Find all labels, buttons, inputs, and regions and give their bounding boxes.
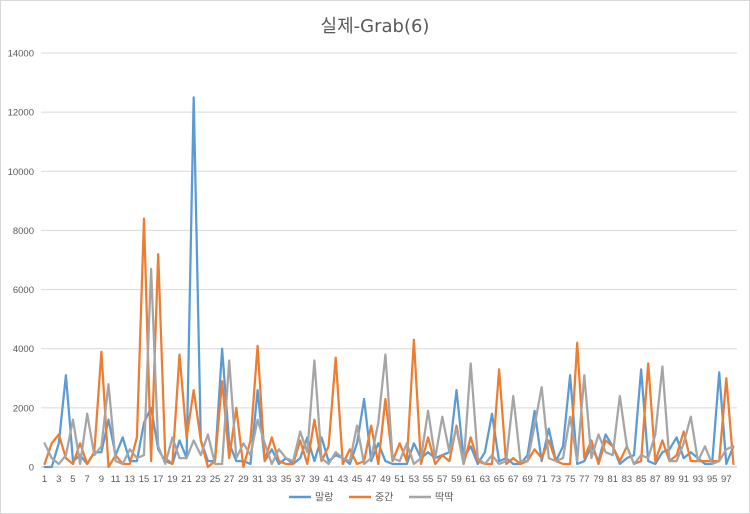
y-tick-label: 12000 [8, 108, 34, 119]
x-tick-label: 57 [437, 474, 448, 485]
x-tick-label: 3 [56, 474, 61, 485]
y-tick-label: 14000 [8, 49, 34, 60]
x-tick-label: 5 [70, 474, 75, 485]
x-tick-label: 39 [309, 474, 320, 485]
x-tick-label: 1 [42, 474, 47, 485]
y-tick-label: 10000 [8, 167, 34, 178]
x-tick-label: 51 [394, 474, 405, 485]
legend-label: 말랑 [315, 492, 333, 504]
x-tick-label: 79 [593, 474, 604, 485]
x-tick-label: 47 [366, 474, 377, 485]
legend-label: 딱딱 [435, 492, 453, 504]
x-tick-label: 49 [380, 474, 391, 485]
legend-label: 중간 [375, 492, 393, 504]
legend: 말랑 중간 딱딱 [289, 492, 453, 504]
x-tick-label: 89 [664, 474, 675, 485]
x-tick-label: 81 [607, 474, 618, 485]
x-tick-label: 27 [224, 474, 235, 485]
x-tick-label: 25 [210, 474, 221, 485]
x-tick-label: 63 [480, 474, 491, 485]
y-tick-label: 2000 [13, 403, 34, 414]
x-tick-label: 31 [252, 474, 263, 485]
x-tick-label: 33 [267, 474, 278, 485]
x-tick-label: 87 [650, 474, 661, 485]
x-tick-label: 97 [721, 474, 732, 485]
x-tick-label: 13 [124, 474, 135, 485]
x-tick-label: 65 [494, 474, 505, 485]
x-tick-label: 23 [196, 474, 207, 485]
x-tick-label: 53 [409, 474, 420, 485]
x-tick-label: 75 [565, 474, 576, 485]
x-axis: 1 3 5 7 9 11 13 15 17 19 21 23 25 27 29 31 33 35 37 39 41 43 4… [42, 474, 732, 485]
x-tick-label: 29 [238, 474, 249, 485]
x-tick-label: 67 [508, 474, 519, 485]
x-tick-label: 59 [451, 474, 462, 485]
x-tick-label: 41 [323, 474, 334, 485]
series-lines [43, 96, 735, 469]
y-axis: 0 2000 4000 6000 8000 10000 12000 14000 [8, 49, 34, 474]
x-tick-label: 83 [622, 474, 633, 485]
x-tick-label: 73 [551, 474, 562, 485]
x-tick-label: 21 [181, 474, 192, 485]
x-tick-label: 7 [85, 474, 90, 485]
x-tick-label: 71 [536, 474, 547, 485]
chart-title: 실제-Grab(6) [321, 16, 430, 37]
x-tick-label: 69 [522, 474, 533, 485]
x-tick-label: 15 [139, 474, 150, 485]
x-tick-label: 43 [338, 474, 349, 485]
x-tick-label: 95 [707, 474, 718, 485]
x-tick-label: 19 [167, 474, 178, 485]
y-tick-label: 0 [29, 463, 34, 474]
y-tick-label: 6000 [13, 285, 34, 296]
x-tick-label: 85 [636, 474, 647, 485]
y-tick-label: 4000 [13, 344, 34, 355]
x-tick-label: 9 [99, 474, 104, 485]
x-tick-label: 11 [111, 474, 121, 485]
series-line [43, 217, 735, 469]
x-tick-label: 55 [423, 474, 434, 485]
x-tick-label: 45 [352, 474, 363, 485]
x-tick-label: 93 [693, 474, 704, 485]
x-tick-label: 61 [465, 474, 476, 485]
series-line [43, 267, 735, 466]
y-tick-label: 8000 [13, 226, 34, 237]
x-tick-label: 37 [295, 474, 306, 485]
x-tick-label: 17 [153, 474, 164, 485]
x-tick-label: 77 [579, 474, 590, 485]
x-tick-label: 35 [281, 474, 292, 485]
x-tick-label: 91 [678, 474, 689, 485]
